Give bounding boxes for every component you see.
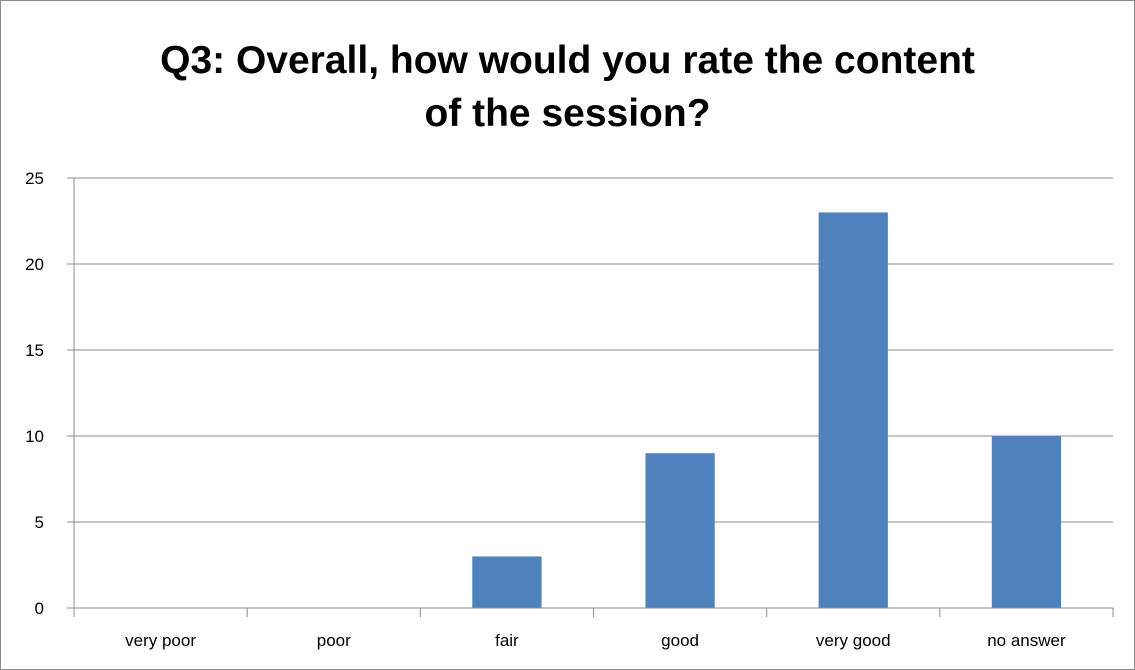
x-tick-label: no answer bbox=[987, 631, 1066, 650]
y-tick-label: 25 bbox=[25, 169, 44, 188]
y-tick-label: 0 bbox=[35, 599, 44, 618]
x-tick-label: very poor bbox=[125, 631, 196, 650]
bar-fair bbox=[472, 556, 542, 608]
chart-title-line-1: Q3: Overall, how would you rate the cont… bbox=[160, 39, 975, 82]
chart-title-line-2: of the session? bbox=[424, 92, 711, 135]
y-tick-label: 5 bbox=[35, 513, 44, 532]
grid-lines bbox=[74, 177, 1113, 523]
chart-title: Q3: Overall, how would you rate the cont… bbox=[0, 34, 1135, 140]
x-axis-ticks: very poor poor fair good very good no answer bbox=[73, 608, 1114, 650]
x-tick-label: good bbox=[661, 631, 699, 650]
bars bbox=[472, 212, 1062, 608]
x-tick-label: fair bbox=[495, 631, 519, 650]
y-tick-label: 10 bbox=[25, 427, 44, 446]
x-tick-label: very good bbox=[816, 631, 891, 650]
y-tick-label: 20 bbox=[25, 255, 44, 274]
axes bbox=[73, 178, 1113, 609]
bar-no-answer bbox=[991, 436, 1062, 608]
x-tick-label: poor bbox=[317, 631, 351, 650]
y-axis-ticks: 0 5 10 15 20 25 bbox=[25, 169, 74, 618]
bar-good bbox=[645, 453, 715, 608]
bar-very-good bbox=[818, 212, 888, 608]
y-tick-label: 15 bbox=[25, 341, 44, 360]
